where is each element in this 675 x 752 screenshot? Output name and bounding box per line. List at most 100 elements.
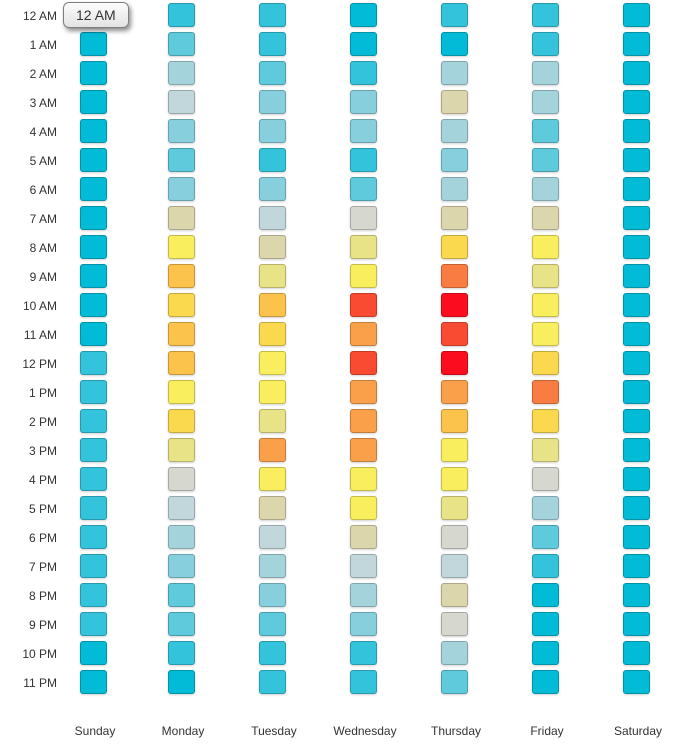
heatmap-cell[interactable] [80,293,107,317]
heatmap-cell[interactable] [168,409,195,433]
heatmap-cell[interactable] [350,554,377,578]
heatmap-cell[interactable] [623,32,650,56]
heatmap-cell[interactable] [532,235,559,259]
heatmap-cell[interactable] [623,641,650,665]
heatmap-cell[interactable] [532,612,559,636]
heatmap-cell[interactable] [441,61,468,85]
heatmap-cell[interactable] [80,380,107,404]
heatmap-cell[interactable] [80,61,107,85]
heatmap-cell[interactable] [259,177,286,201]
heatmap-cell[interactable] [623,612,650,636]
heatmap-cell[interactable] [259,438,286,462]
heatmap-cell[interactable] [168,32,195,56]
heatmap-cell[interactable] [441,583,468,607]
heatmap-cell[interactable] [623,322,650,346]
heatmap-cell[interactable] [259,322,286,346]
heatmap-cell[interactable] [259,670,286,694]
heatmap-cell[interactable] [350,32,377,56]
heatmap-cell[interactable] [80,467,107,491]
heatmap-cell[interactable] [532,583,559,607]
heatmap-cell[interactable] [259,351,286,375]
heatmap-cell[interactable] [532,177,559,201]
heatmap-cell[interactable] [259,206,286,230]
heatmap-cell[interactable] [532,90,559,114]
heatmap-cell[interactable] [532,554,559,578]
heatmap-cell[interactable] [80,351,107,375]
heatmap-cell[interactable] [623,380,650,404]
heatmap-cell[interactable] [441,496,468,520]
heatmap-cell[interactable] [350,119,377,143]
heatmap-cell[interactable] [259,32,286,56]
heatmap-cell[interactable] [168,554,195,578]
heatmap-cell[interactable] [350,351,377,375]
heatmap-cell[interactable] [532,380,559,404]
heatmap-cell[interactable] [168,3,195,27]
heatmap-cell[interactable] [350,90,377,114]
heatmap-cell[interactable] [623,351,650,375]
heatmap-cell[interactable] [80,670,107,694]
heatmap-cell[interactable] [441,148,468,172]
heatmap-cell[interactable] [441,554,468,578]
heatmap-cell[interactable] [532,264,559,288]
heatmap-cell[interactable] [623,467,650,491]
heatmap-cell[interactable] [168,119,195,143]
heatmap-cell[interactable] [532,322,559,346]
heatmap-cell[interactable] [350,670,377,694]
heatmap-cell[interactable] [168,438,195,462]
heatmap-cell[interactable] [623,583,650,607]
heatmap-cell[interactable] [532,670,559,694]
heatmap-cell[interactable] [623,554,650,578]
heatmap-cell[interactable] [350,206,377,230]
heatmap-cell[interactable] [259,496,286,520]
heatmap-cell[interactable] [80,583,107,607]
heatmap-cell[interactable] [80,612,107,636]
heatmap-cell[interactable] [532,206,559,230]
heatmap-cell[interactable] [80,641,107,665]
heatmap-cell[interactable] [532,525,559,549]
heatmap-cell[interactable] [441,322,468,346]
heatmap-cell[interactable] [623,61,650,85]
heatmap-cell[interactable] [532,641,559,665]
heatmap-cell[interactable] [350,496,377,520]
heatmap-cell[interactable] [259,409,286,433]
heatmap-cell[interactable] [441,206,468,230]
heatmap-cell[interactable] [80,206,107,230]
heatmap-cell[interactable] [80,177,107,201]
heatmap-cell[interactable] [441,467,468,491]
heatmap-cell[interactable] [441,264,468,288]
heatmap-cell[interactable] [623,525,650,549]
heatmap-cell[interactable] [168,90,195,114]
heatmap-cell[interactable] [532,351,559,375]
heatmap-cell[interactable] [532,467,559,491]
heatmap-cell[interactable] [350,3,377,27]
heatmap-cell[interactable] [259,583,286,607]
heatmap-cell[interactable] [441,612,468,636]
heatmap-cell[interactable] [441,351,468,375]
heatmap-cell[interactable] [532,438,559,462]
heatmap-cell[interactable] [168,525,195,549]
heatmap-cell[interactable] [623,119,650,143]
heatmap-cell[interactable] [441,32,468,56]
heatmap-cell[interactable] [168,351,195,375]
heatmap-cell[interactable] [441,90,468,114]
heatmap-cell[interactable] [441,3,468,27]
heatmap-cell[interactable] [441,293,468,317]
heatmap-cell[interactable] [80,119,107,143]
heatmap-cell[interactable] [168,206,195,230]
heatmap-cell[interactable] [80,32,107,56]
heatmap-cell[interactable] [623,90,650,114]
heatmap-cell[interactable] [168,612,195,636]
heatmap-cell[interactable] [80,554,107,578]
heatmap-cell[interactable] [350,438,377,462]
heatmap-cell[interactable] [80,148,107,172]
heatmap-cell[interactable] [168,467,195,491]
heatmap-cell[interactable] [168,670,195,694]
heatmap-cell[interactable] [168,496,195,520]
heatmap-cell[interactable] [259,380,286,404]
heatmap-cell[interactable] [350,409,377,433]
heatmap-cell[interactable] [80,409,107,433]
heatmap-cell[interactable] [350,641,377,665]
heatmap-cell[interactable] [441,525,468,549]
heatmap-cell[interactable] [350,293,377,317]
heatmap-cell[interactable] [259,293,286,317]
